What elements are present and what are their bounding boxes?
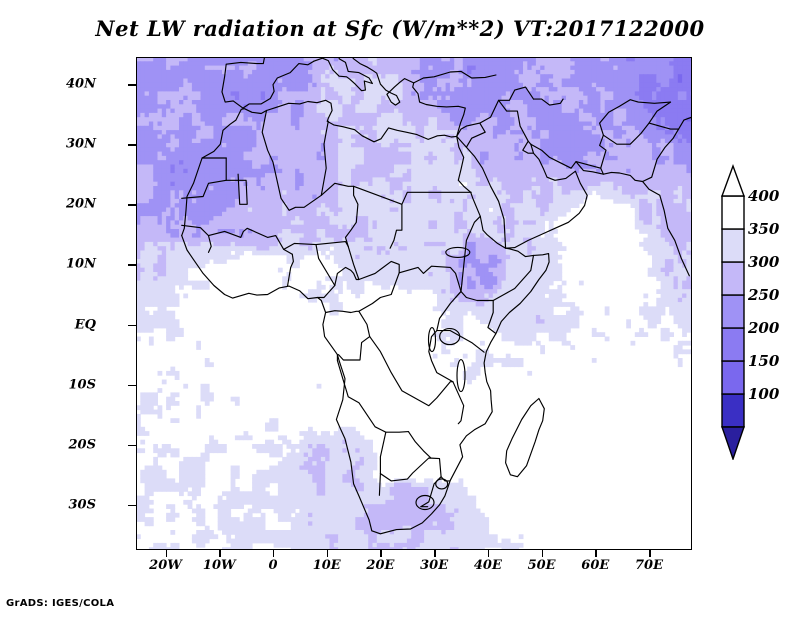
colorbar-band [721,294,745,329]
country-borders-layer [181,57,692,535]
y-tick-mark [128,264,136,266]
y-tick-mark [128,324,136,327]
x-tick-mark [595,550,597,557]
y-tick-mark [128,384,136,387]
y-tick-label-20S: 20S [68,437,96,453]
y-tick-label-EQ: EQ [74,317,96,333]
colorbar-label-250: 250 [748,286,780,304]
x-tick-label-60E: 60E [581,558,610,573]
colorbar-band [721,261,745,296]
colorbar-under-arrow [721,426,745,462]
y-tick-label-10N: 10N [66,256,96,272]
colorbar-band [721,393,745,428]
colorbar-band [721,228,745,263]
y-tick-label-40N: 40N [66,76,96,92]
colorbar-label-200: 200 [748,319,780,337]
x-tick-mark [326,550,329,557]
x-tick-mark [487,550,490,557]
y-tick-label-20N: 20N [66,196,96,212]
y-tick-mark [128,444,136,447]
x-tick-label-50E: 50E [527,558,556,573]
colorbar-label-100: 100 [748,385,780,403]
colorbar-label-400: 400 [748,187,780,205]
colorbar-legend[interactable]: 100 150 200 250 300 350 400 [718,160,798,462]
colorbar-band [721,195,745,230]
colorbar-label-350: 350 [748,220,780,238]
x-tick-mark [272,550,275,557]
x-tick-mark [380,550,382,557]
map-plot-area [136,57,692,550]
colorbar-band [721,327,745,362]
colorbar-label-300: 300 [748,253,780,271]
page-title: Net LW radiation at Sfc (W/m**2) VT:2017… [95,16,705,41]
x-tick-mark [649,550,651,557]
y-tick-label-30N: 30N [66,136,96,152]
radiation-map [136,57,692,550]
y-tick-mark [128,144,136,146]
x-tick-label-20W: 20W [149,558,182,573]
y-tick-label-30S: 30S [68,497,96,513]
x-tick-label-70E: 70E [635,558,664,573]
x-tick-mark [434,550,436,557]
colorbar-over-arrow [720,163,746,197]
x-tick-label-40E: 40E [473,558,502,573]
x-tick-mark [165,550,168,557]
colorbar-svg [720,163,746,462]
footer-attribution: GrADS: IGES/COLA [6,598,115,609]
x-tick-label-30E: 30E [420,558,449,573]
x-tick-label-0: 0 [268,558,278,573]
x-tick-mark [219,550,221,557]
x-tick-label-10E: 10E [312,558,341,573]
colorbar-band [721,360,745,395]
x-tick-label-10W: 10W [202,558,236,573]
y-tick-label-10S: 10S [68,377,96,393]
x-tick-mark [541,550,544,557]
y-tick-mark [128,204,136,206]
x-tick-label-20E: 20E [366,558,395,573]
colorbar-label-150: 150 [748,352,780,370]
radiation-field-layer [136,57,692,550]
y-tick-mark [128,84,136,86]
y-tick-mark [128,504,136,507]
